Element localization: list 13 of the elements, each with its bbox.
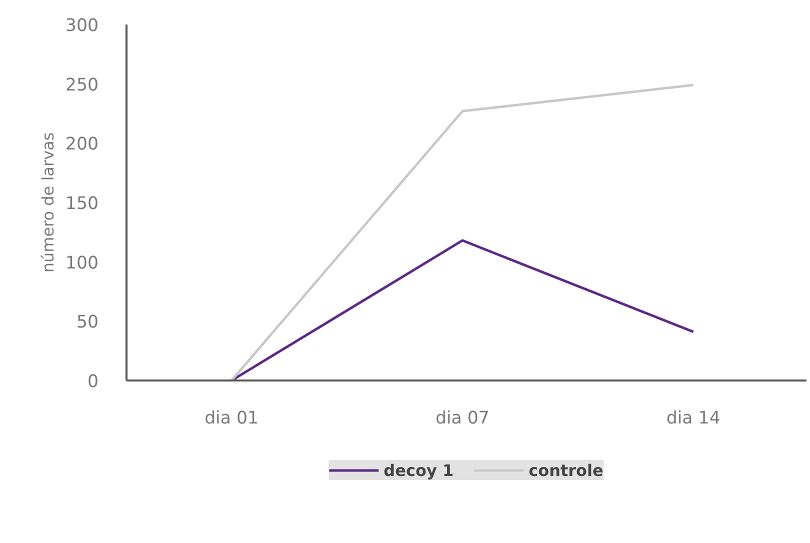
y-axis-title: número de larvas	[38, 132, 58, 273]
y-tick-label: 100	[65, 253, 99, 274]
y-tick-label: 0	[87, 372, 99, 392]
legend-label: controle	[528, 460, 604, 480]
x-tick-label: dia 07	[435, 408, 490, 428]
x-tick-label: dia 14	[666, 408, 720, 428]
y-tick-label: 50	[76, 312, 99, 333]
y-tick-label: 300	[65, 16, 99, 36]
y-tick-label: 250	[65, 75, 99, 96]
legend-label: decoy 1	[384, 460, 454, 480]
y-tick-label: 200	[65, 134, 99, 155]
x-tick-label: dia 01	[204, 408, 259, 428]
y-tick-label: 150	[65, 194, 99, 214]
